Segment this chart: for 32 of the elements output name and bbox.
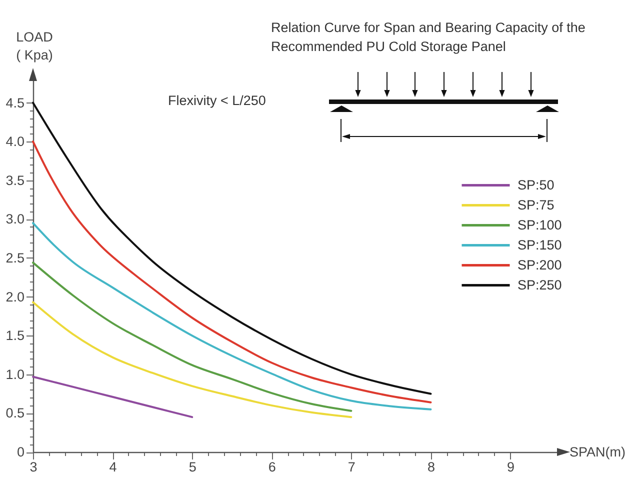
- x-tick-label: 7: [348, 460, 356, 474]
- legend-label: SP:50: [518, 177, 554, 192]
- y-tick-label: 3.5: [6, 172, 24, 188]
- y-tick-label: 1.0: [6, 366, 24, 382]
- x-tick-label: 9: [507, 460, 515, 474]
- legend-label: SP:100: [518, 217, 562, 232]
- line-series: [32, 222, 432, 410]
- y-tick-label: 2.5: [6, 250, 24, 266]
- y-tick-label: 4.5: [6, 95, 24, 110]
- annotation: Flexivity < L/250: [168, 93, 266, 109]
- chart-title: Relation Curve for Span and Bearing Capacity of the Recommended PU Cold Storage Panel: [271, 19, 586, 56]
- y-tick-label: 2.0: [6, 289, 24, 304]
- x-tick-label: 3: [30, 460, 38, 474]
- y-tick-label: 1.5: [6, 328, 24, 344]
- y-tick-label: 0.5: [6, 406, 24, 421]
- x-tick-label: 8: [427, 460, 435, 474]
- y-tick-label: 0: [16, 444, 24, 460]
- x-tick-label: 5: [188, 460, 196, 474]
- y-axis-title: LOAD ( Kpa): [16, 30, 54, 62]
- line-series: [32, 262, 352, 412]
- y-tick-label: 3.0: [6, 212, 24, 227]
- x-axis-title: SPAN(m): [570, 444, 626, 460]
- x-tick-label: 4: [109, 460, 118, 474]
- legend-label: SP:200: [518, 257, 562, 272]
- legend-label: SP:250: [518, 277, 562, 292]
- line-series: [32, 301, 352, 418]
- x-tick-label: 6: [268, 460, 276, 474]
- legend-label: SP:75: [518, 197, 554, 212]
- line-series: [32, 140, 432, 404]
- line-series: [32, 376, 194, 418]
- legend-label: SP:150: [518, 237, 562, 252]
- y-tick-label: 4.0: [6, 134, 24, 150]
